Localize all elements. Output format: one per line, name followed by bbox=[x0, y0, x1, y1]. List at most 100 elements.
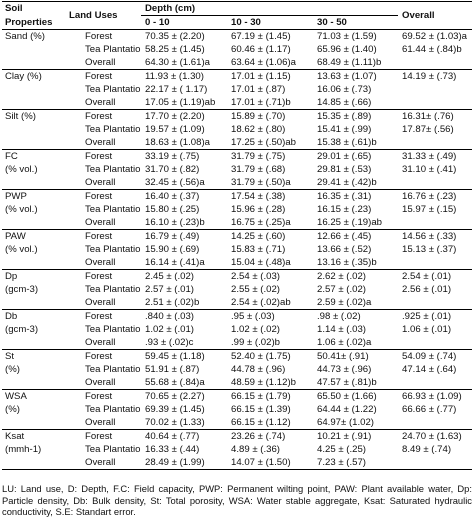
depth-10-30-value: 67.19 ± (1.45) bbox=[231, 31, 291, 42]
overall-value: 8.49 ± (.74) bbox=[402, 444, 452, 455]
property-label bbox=[2, 56, 55, 70]
land-use-label: Overall bbox=[85, 57, 116, 68]
depth-10-30-value: 15.89 ± (.70) bbox=[227, 109, 313, 123]
depth-10-30-value: 17.01 ± (1.15) bbox=[227, 69, 313, 83]
overall-value: 16.31± (.76) bbox=[398, 109, 473, 123]
land-use-label: Overall bbox=[85, 137, 116, 148]
depth-0-10-value: 16.33 ± (.44) bbox=[145, 444, 200, 455]
land-use-label: Tea Plantation bbox=[85, 44, 141, 55]
property-label bbox=[2, 416, 55, 430]
soil-properties-table: Soil Land Uses Depth (cm) Overall Proper… bbox=[2, 1, 473, 470]
land-use-label: Tea Plantation bbox=[85, 124, 141, 135]
depth-30-50-value: 65.50 ± (1.66) bbox=[313, 389, 399, 403]
depth-30-50-value: 7.23 ± (.57) bbox=[313, 456, 399, 470]
land-use-label: Overall bbox=[85, 257, 116, 268]
property-label: PWP bbox=[2, 189, 55, 203]
property-label: (gcm-3) bbox=[5, 324, 39, 335]
land-use-label: Tea Plantation bbox=[85, 284, 141, 295]
overall-value bbox=[398, 216, 472, 230]
depth-30-50-value: 13.66 ± (.52) bbox=[317, 244, 372, 255]
depth-10-30-value: 4.89 ± (.36) bbox=[231, 444, 280, 455]
property-label: Db bbox=[2, 309, 55, 323]
table-row: Overall 32.45 ± (.56)a 31.79 ± (.50)a 29.41… bbox=[2, 176, 472, 190]
table-row: Db Forest .840 ± (.03) .95 ± (.03) .98 ± (.0… bbox=[2, 309, 473, 323]
depth-30-50-value: 10.21 ± (.91) bbox=[313, 429, 399, 443]
depth-30-50-value: 16.06 ± (.73) bbox=[317, 84, 372, 95]
land-use-label: Forest bbox=[55, 69, 141, 83]
depth-30-50-value: 16.15 ± (.23) bbox=[317, 204, 372, 215]
depth-30-50-value: 15.38 ± (.61)b bbox=[317, 137, 377, 148]
depth-30-50-value: 15.35 ± (.89) bbox=[313, 109, 399, 123]
depth-30-50-value: 16.25 ± (.19)ab bbox=[317, 217, 383, 228]
depth-10-30-value: 17.01 ± (.71)b bbox=[231, 97, 291, 108]
overall-value: .925 ± (.01) bbox=[398, 309, 473, 323]
overall-value bbox=[398, 416, 472, 430]
land-use-label: Tea Plantation bbox=[85, 444, 141, 455]
header-overall: Overall bbox=[402, 10, 435, 21]
depth-10-30-value: 15.04 ± (.48)a bbox=[231, 257, 291, 268]
land-use-label: Overall bbox=[55, 456, 141, 470]
header-soil: Soil bbox=[5, 3, 23, 14]
land-use-label: Tea Plantation bbox=[85, 244, 141, 255]
depth-30-50-value: 12.66 ± (.45) bbox=[313, 229, 399, 243]
overall-value bbox=[398, 136, 472, 150]
overall-value: 66.66 ± (.77) bbox=[402, 404, 457, 415]
property-label: (% vol.) bbox=[5, 244, 38, 255]
depth-0-10-value: 59.45 ± (1.18) bbox=[141, 349, 227, 363]
table-row: Tea Plantation 19.57 ± (1.09) 18.62 ± (.80… bbox=[2, 123, 472, 136]
table-row: (gcm-3) Tea Plantation 1.02 ± (.01) 1.02 ± … bbox=[2, 323, 472, 336]
depth-30-50-value: 64.97± (1.02) bbox=[317, 417, 375, 428]
depth-10-30-value: 18.62 ± (.80) bbox=[231, 124, 286, 135]
depth-10-30-value: 15.96 ± (.28) bbox=[231, 204, 286, 215]
property-label: (% vol.) bbox=[5, 204, 38, 215]
depth-10-30-value: 2.54 ± (.02)ab bbox=[231, 297, 291, 308]
table-row: Dp Forest 2.45 ± (.02) 2.54 ± (.03) 2.62 ± (… bbox=[2, 269, 473, 283]
overall-value bbox=[398, 56, 472, 70]
depth-30-50-value: 65.96 ± (1.40) bbox=[317, 44, 377, 55]
depth-0-10-value: 15.90 ± (.69) bbox=[145, 244, 200, 255]
depth-0-10-value: 17.70 ± (2.20) bbox=[141, 109, 227, 123]
depth-10-30-value: 17.01 ± (.87) bbox=[231, 84, 286, 95]
property-label: Ksat bbox=[2, 429, 55, 443]
property-label bbox=[2, 96, 55, 110]
overall-value: 69.52 ± (1.03)a bbox=[402, 31, 468, 42]
table-row: Clay (%) Forest 11.93 ± (1.30) 17.01 ± (1.1… bbox=[2, 69, 473, 83]
depth-10-30-value: 23.26 ± (.74) bbox=[227, 429, 313, 443]
header-row-2: Properties 0 - 10 10 - 30 30 - 50 bbox=[2, 16, 473, 30]
land-use-label: Forest bbox=[55, 429, 141, 443]
property-label: (% vol.) bbox=[5, 164, 38, 175]
table-row: (% vol.) Tea Plantation 31.70 ± (.82) 31.79… bbox=[2, 163, 472, 176]
header-row-1: Soil Land Uses Depth (cm) Overall bbox=[2, 1, 473, 21]
property-label: Dp bbox=[2, 269, 55, 283]
depth-10-30-value: 31.79 ± (.75) bbox=[227, 149, 313, 163]
property-label bbox=[2, 136, 55, 150]
depth-0-10-value: 64.30 ± (1.61)a bbox=[145, 57, 211, 68]
depth-0-10-value: 70.02 ± (1.33) bbox=[145, 417, 205, 428]
depth-30-50-value: 44.73 ± (.96) bbox=[317, 364, 372, 375]
table-row: FC Forest 33.19 ± (.75) 31.79 ± (.75) 29.01 … bbox=[2, 149, 473, 163]
depth-0-10-value: 58.25 ± (1.45) bbox=[145, 44, 205, 55]
depth-30-50-value: 29.81 ± (.53) bbox=[317, 164, 372, 175]
depth-30-50-value: 29.01 ± (.65) bbox=[313, 149, 399, 163]
depth-30-50-value: 29.41 ± (.42)b bbox=[317, 177, 377, 188]
depth-0-10-value: 33.19 ± (.75) bbox=[141, 149, 227, 163]
overall-value: 31.10 ± (.41) bbox=[402, 164, 457, 175]
overall-value: 2.56 ± (.01) bbox=[402, 284, 452, 295]
depth-30-50-value: 13.16 ± (.35)b bbox=[317, 257, 377, 268]
depth-0-10-value: .93 ± (.02)c bbox=[145, 337, 194, 348]
table-row: Overall 17.05 ± (1.19)ab 17.01 ± (.71)b 14.… bbox=[2, 96, 472, 110]
table-row: (mmh-1) Tea Plantation 16.33 ± (.44) 4.89 ±… bbox=[2, 443, 472, 456]
land-use-label: Tea Plantation bbox=[85, 164, 141, 175]
land-use-label: Overall bbox=[85, 177, 116, 188]
table-body: Sand (%) Forest 70.35 ± (2.20) 67.19 ± (1.4… bbox=[2, 30, 473, 470]
depth-30-50-value: 15.41 ± (.99) bbox=[317, 124, 372, 135]
land-use-label: Forest bbox=[55, 189, 141, 203]
table-row: PWP Forest 16.40 ± (.37) 17.54 ± (.38) 16.35… bbox=[2, 189, 473, 203]
table-row: Overall .93 ± (.02)c .99 ± (.02)b 1.06 ± (.… bbox=[2, 336, 472, 350]
depth-0-10-value: 17.05 ± (1.19)ab bbox=[145, 97, 216, 108]
table-row: Overall 16.10 ± (.23)b 16.75 ± (.25)a 16.25… bbox=[2, 216, 472, 230]
depth-30-50-value: 1.14 ± (.03) bbox=[317, 324, 366, 335]
depth-30-50-value: 13.63 ± (1.07) bbox=[313, 69, 399, 83]
depth-30-50-value: 14.85 ± (.66) bbox=[317, 97, 372, 108]
overall-value bbox=[398, 376, 472, 390]
